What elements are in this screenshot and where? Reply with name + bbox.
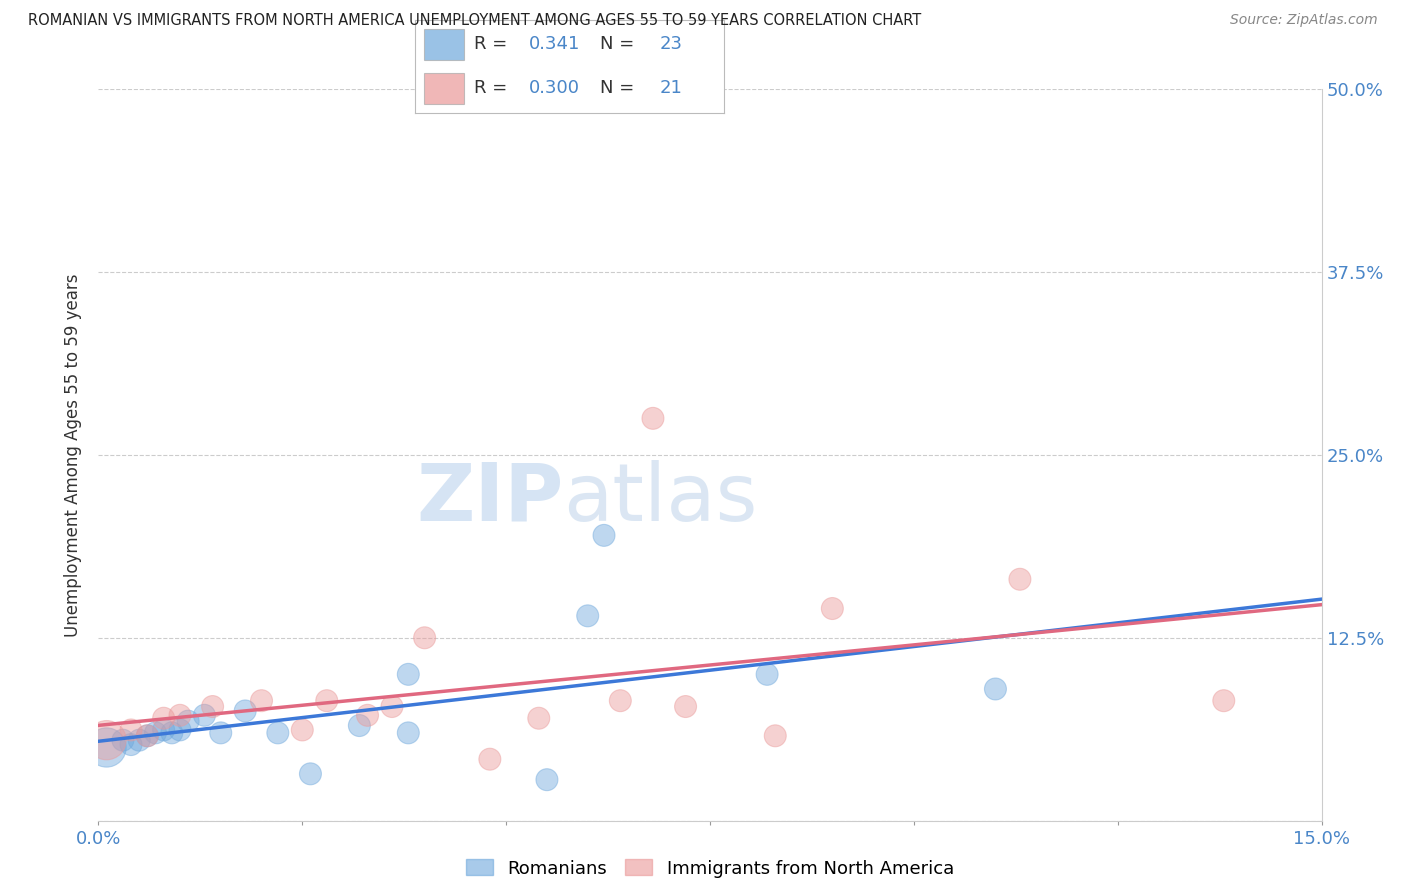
Point [1008, 572, 1031, 586]
Point [315, 694, 337, 708]
Point [763, 729, 786, 743]
Point [250, 694, 273, 708]
Point [527, 711, 550, 725]
Point [984, 681, 1007, 696]
Point [201, 699, 224, 714]
Text: Source: ZipAtlas.com: Source: ZipAtlas.com [1230, 13, 1378, 28]
Point [152, 723, 174, 737]
Text: R =: R = [474, 79, 513, 97]
Point [609, 694, 631, 708]
Point [291, 723, 314, 737]
Point [96, 740, 118, 755]
Point [128, 733, 150, 747]
Point [145, 726, 167, 740]
Point [299, 767, 322, 781]
Point [120, 723, 142, 737]
Y-axis label: Unemployment Among Ages 55 to 59 years: Unemployment Among Ages 55 to 59 years [65, 273, 83, 637]
Point [136, 729, 159, 743]
Text: N =: N = [600, 79, 640, 97]
Point [593, 528, 616, 542]
Point [413, 631, 436, 645]
Point [96, 733, 118, 747]
Point [233, 704, 256, 718]
Legend: Romanians, Immigrants from North America: Romanians, Immigrants from North America [458, 852, 962, 885]
FancyBboxPatch shape [425, 73, 464, 104]
Point [356, 708, 378, 723]
Point [169, 708, 191, 723]
Text: 23: 23 [659, 36, 682, 54]
Point [576, 608, 599, 623]
Point [267, 726, 290, 740]
Point [536, 772, 558, 787]
Text: 0.300: 0.300 [529, 79, 581, 97]
Text: R =: R = [474, 36, 513, 54]
Text: atlas: atlas [564, 459, 758, 538]
Point [349, 718, 371, 732]
Point [821, 601, 844, 615]
Point [152, 711, 174, 725]
Point [136, 729, 159, 743]
Point [756, 667, 779, 681]
Point [396, 667, 419, 681]
Text: ZIP: ZIP [416, 459, 564, 538]
Point [177, 714, 200, 728]
Text: 21: 21 [659, 79, 682, 97]
Text: 0.341: 0.341 [529, 36, 581, 54]
Point [111, 733, 134, 747]
Point [193, 708, 215, 723]
FancyBboxPatch shape [425, 29, 464, 60]
Point [209, 726, 232, 740]
Point [120, 738, 142, 752]
Point [1212, 694, 1234, 708]
Point [381, 699, 404, 714]
Point [641, 411, 664, 425]
Text: ROMANIAN VS IMMIGRANTS FROM NORTH AMERICA UNEMPLOYMENT AMONG AGES 55 TO 59 YEARS: ROMANIAN VS IMMIGRANTS FROM NORTH AMERIC… [28, 13, 921, 29]
Point [160, 726, 183, 740]
Point [169, 723, 191, 737]
Text: N =: N = [600, 36, 640, 54]
Point [675, 699, 697, 714]
Point [478, 752, 501, 766]
Point [396, 726, 419, 740]
